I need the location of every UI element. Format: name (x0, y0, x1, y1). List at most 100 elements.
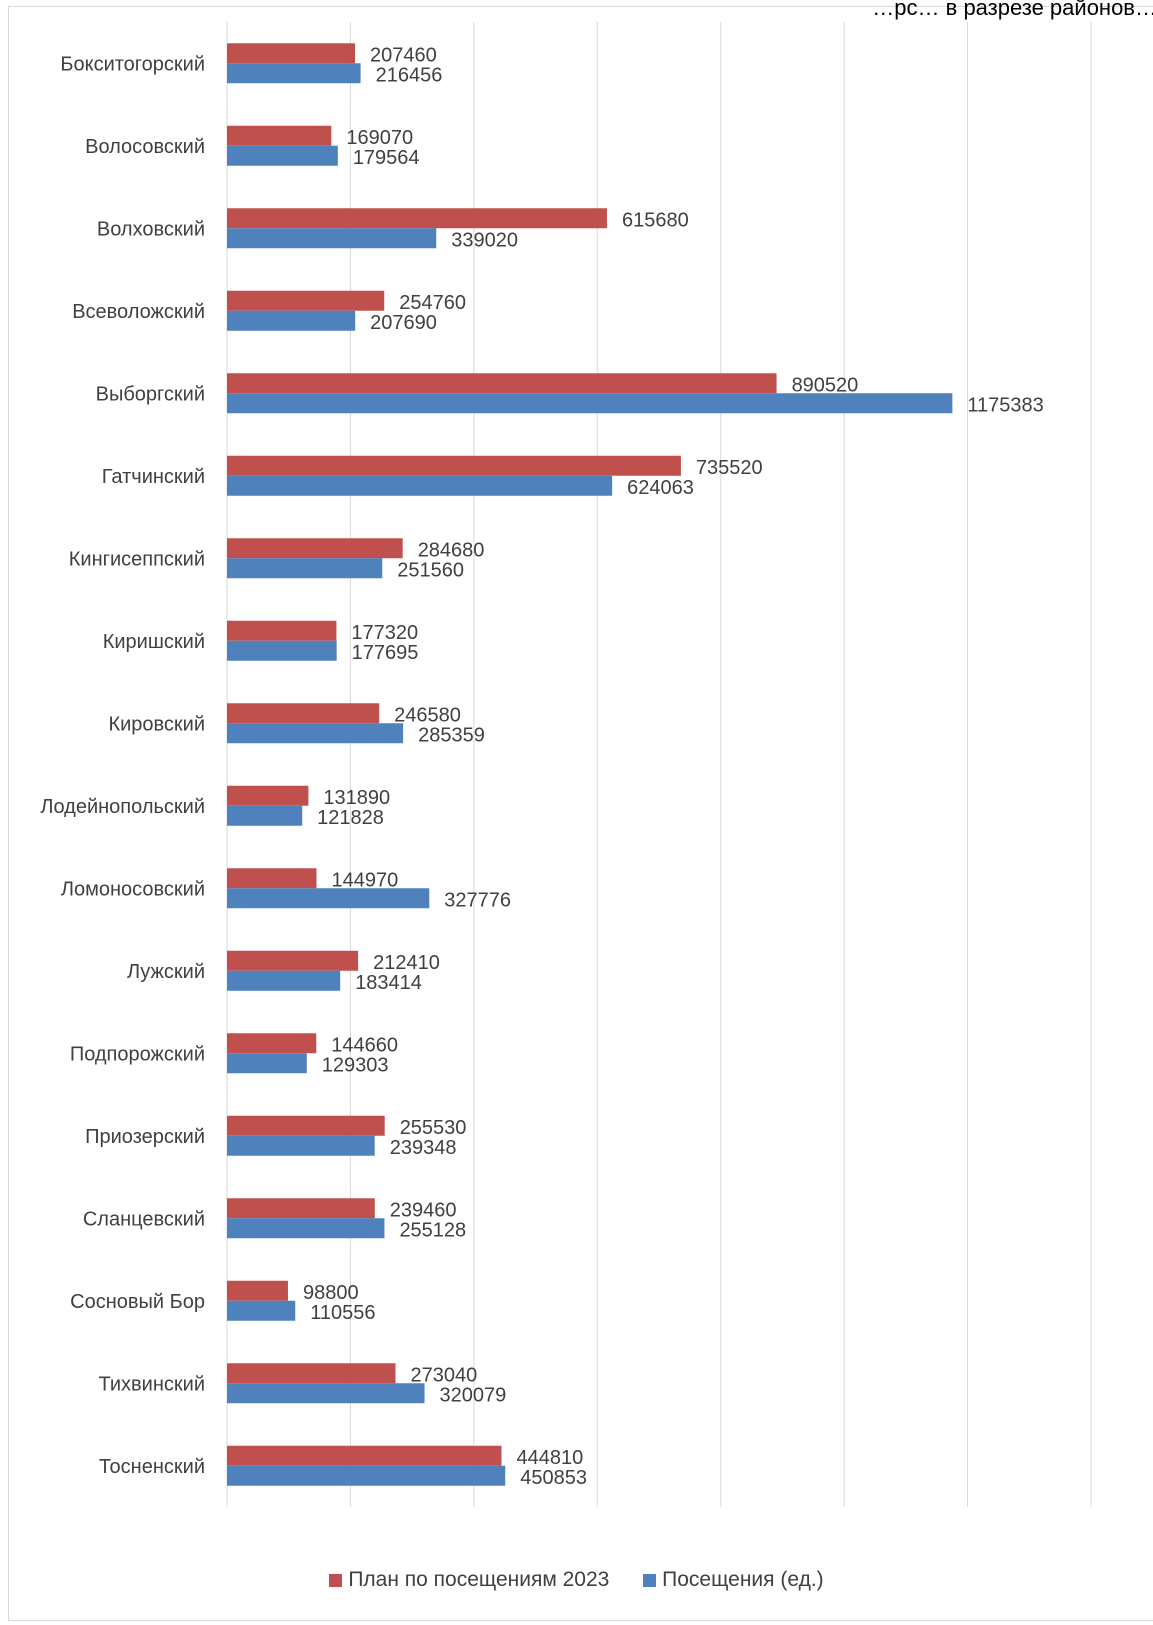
category-label: Ломоносовский (61, 878, 205, 900)
legend-label-visits: Посещения (ед.) (662, 1568, 824, 1591)
bar (227, 1466, 505, 1486)
data-label: 110556 (310, 1302, 375, 1324)
bar (227, 703, 379, 723)
category-label: Подпорожский (70, 1043, 205, 1065)
legend-item-plan: План по посещениям 2023 (329, 1568, 609, 1592)
data-label: 169070 (346, 127, 413, 149)
bar (227, 888, 429, 908)
data-label: 239460 (390, 1199, 457, 1221)
bar (227, 1116, 385, 1136)
bar (227, 558, 382, 578)
category-label: Лужский (127, 961, 205, 983)
category-label: Кингисеппский (69, 548, 205, 570)
bar (227, 1301, 295, 1321)
bar (227, 538, 403, 558)
data-label: 339020 (451, 229, 518, 251)
data-label: 890520 (792, 374, 859, 396)
category-label: Тихвинский (99, 1373, 205, 1395)
bar (227, 1281, 288, 1301)
bar (227, 971, 340, 991)
bar (227, 291, 384, 311)
category-label: Гатчинский (102, 466, 205, 488)
data-label: 98800 (303, 1282, 359, 1304)
bar (227, 1446, 502, 1466)
data-label: 183414 (355, 972, 422, 994)
bar (227, 43, 355, 63)
data-label: 255530 (400, 1117, 467, 1139)
bar (227, 146, 338, 166)
legend: План по посещениям 2023 Посещения (ед.) (0, 1568, 1153, 1592)
bar (227, 951, 358, 971)
bar (227, 126, 331, 146)
bar (227, 476, 612, 496)
data-label: 450853 (520, 1467, 587, 1489)
bar (227, 806, 302, 826)
category-label: Сланцевский (83, 1208, 205, 1230)
data-label: 615680 (622, 209, 689, 231)
category-label: Волосовский (85, 136, 205, 158)
data-label: 251560 (397, 559, 464, 581)
data-label: 207460 (370, 44, 437, 66)
bar (227, 393, 952, 413)
data-label: 177695 (352, 642, 419, 664)
bar (227, 786, 308, 806)
data-label: 131890 (323, 787, 390, 809)
data-label: 144660 (331, 1034, 398, 1056)
category-label: Волховский (97, 218, 205, 240)
bar (227, 868, 316, 888)
data-label: 121828 (317, 807, 384, 829)
legend-swatch-plan (329, 1574, 342, 1587)
bar (227, 621, 336, 641)
bar (227, 641, 337, 661)
data-label: 255128 (399, 1219, 466, 1241)
data-label: 177320 (351, 622, 418, 644)
category-label: Всеволожский (72, 301, 205, 323)
category-label: Тосненский (99, 1456, 205, 1478)
category-label: Кировский (108, 713, 205, 735)
data-label: 144970 (331, 869, 398, 891)
data-label: 212410 (373, 952, 440, 974)
category-label: Сосновый Бор (70, 1291, 205, 1313)
data-label: 1175383 (967, 394, 1043, 416)
bar (227, 1383, 425, 1403)
data-label: 285359 (418, 724, 485, 746)
data-label: 624063 (627, 477, 694, 499)
bar (227, 1053, 307, 1073)
data-label: 129303 (322, 1054, 389, 1076)
data-label: 246580 (394, 704, 461, 726)
data-label: 735520 (696, 457, 763, 479)
bar (227, 208, 607, 228)
bar (227, 63, 361, 83)
data-label: 284680 (418, 539, 485, 561)
bar (227, 1033, 316, 1053)
data-label: 320079 (440, 1384, 507, 1406)
bar (227, 311, 355, 331)
bar (227, 1136, 375, 1156)
bar (227, 1363, 396, 1383)
bar (227, 456, 681, 476)
legend-item-visits: Посещения (ед.) (643, 1568, 824, 1592)
category-label: Выборгский (96, 383, 205, 405)
data-label: 179564 (353, 147, 420, 169)
data-label: 273040 (411, 1364, 478, 1386)
bar (227, 373, 777, 393)
bar (227, 1218, 384, 1238)
bar (227, 228, 436, 248)
data-label: 239348 (390, 1137, 457, 1159)
data-label: 254760 (399, 292, 466, 314)
category-label: Киришский (103, 631, 205, 653)
bar (227, 1198, 375, 1218)
category-label: Приозерский (85, 1126, 205, 1148)
data-label: 444810 (517, 1447, 584, 1469)
data-label: 207690 (370, 312, 437, 334)
category-label: Лодейнопольский (40, 796, 205, 818)
legend-swatch-visits (643, 1574, 656, 1587)
data-label: 216456 (376, 64, 443, 86)
legend-label-plan: План по посещениям 2023 (348, 1568, 609, 1591)
data-label: 327776 (444, 889, 511, 911)
bar (227, 723, 403, 743)
category-label: Бокситогорский (60, 53, 205, 75)
bars (227, 43, 952, 1486)
